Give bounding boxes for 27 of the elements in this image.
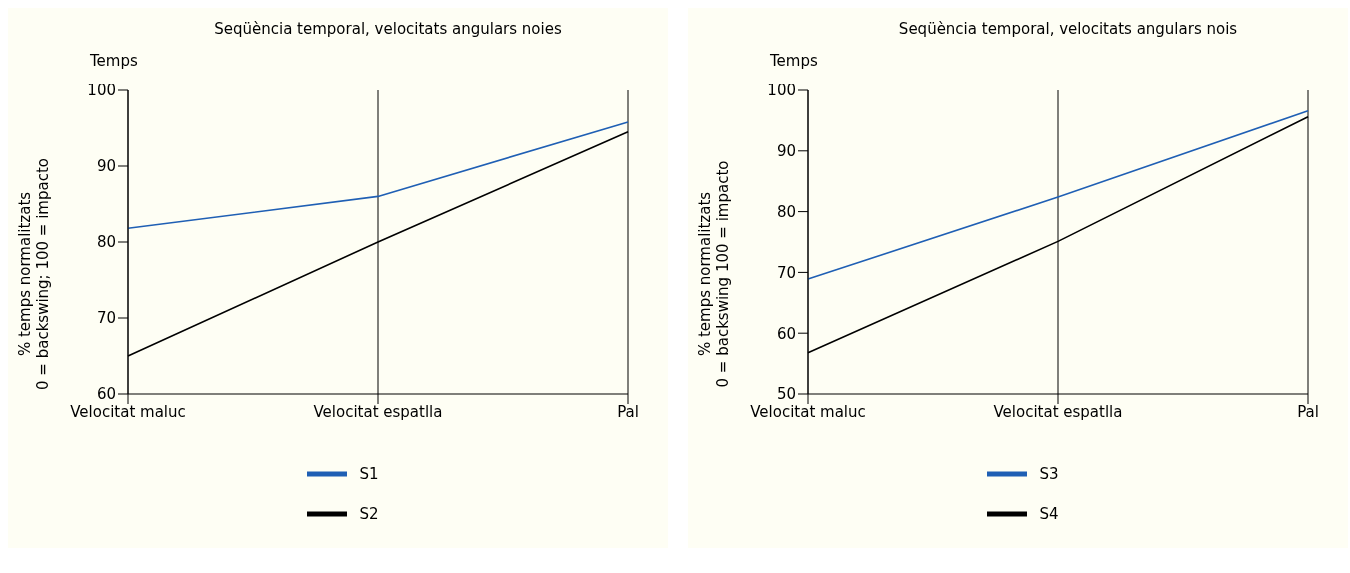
y-tick-label: 80 — [776, 202, 796, 221]
x-tick-label: Velocitat maluc — [750, 402, 866, 421]
text: Temps — [770, 52, 818, 70]
y-tick-label: 50 — [776, 385, 796, 404]
y-tick-label: 60 — [96, 385, 116, 404]
y-tick-label: 80 — [96, 233, 116, 252]
y-tick-label: 90 — [96, 157, 116, 176]
text: Temps — [90, 52, 138, 70]
x-tick-label: Pal — [617, 402, 639, 421]
y-tick-label: 100 — [767, 81, 796, 100]
x-tick-label: Pal — [1297, 402, 1319, 421]
x-tick-label: Velocitat espatlla — [313, 402, 443, 421]
y-tick-label: 70 — [776, 263, 796, 282]
x-tick-label: Velocitat maluc — [70, 402, 186, 421]
legend-label: S1 — [359, 464, 379, 483]
legend-label: S3 — [1039, 464, 1059, 483]
x-tick-label: Velocitat espatlla — [993, 402, 1123, 421]
y-tick-label: 60 — [776, 324, 796, 343]
y-tick-label: 100 — [87, 81, 116, 100]
chart-title: Seqüència temporal, velocitats angulars nois — [897, 20, 1239, 38]
legend-label: S4 — [1039, 504, 1059, 523]
chart-title: Seqüència temporal, velocitats angulars noies — [213, 20, 563, 38]
y-axis-title: % temps normalitzats 0 = backswing; 100 = impacto — [16, 158, 52, 390]
y-tick-label: 70 — [96, 309, 116, 328]
legend-label: S2 — [359, 504, 379, 523]
y-tick-label: 90 — [776, 142, 796, 161]
y-axis-title: % temps normalitzats 0 = backswing 100 = impacto — [696, 160, 732, 388]
